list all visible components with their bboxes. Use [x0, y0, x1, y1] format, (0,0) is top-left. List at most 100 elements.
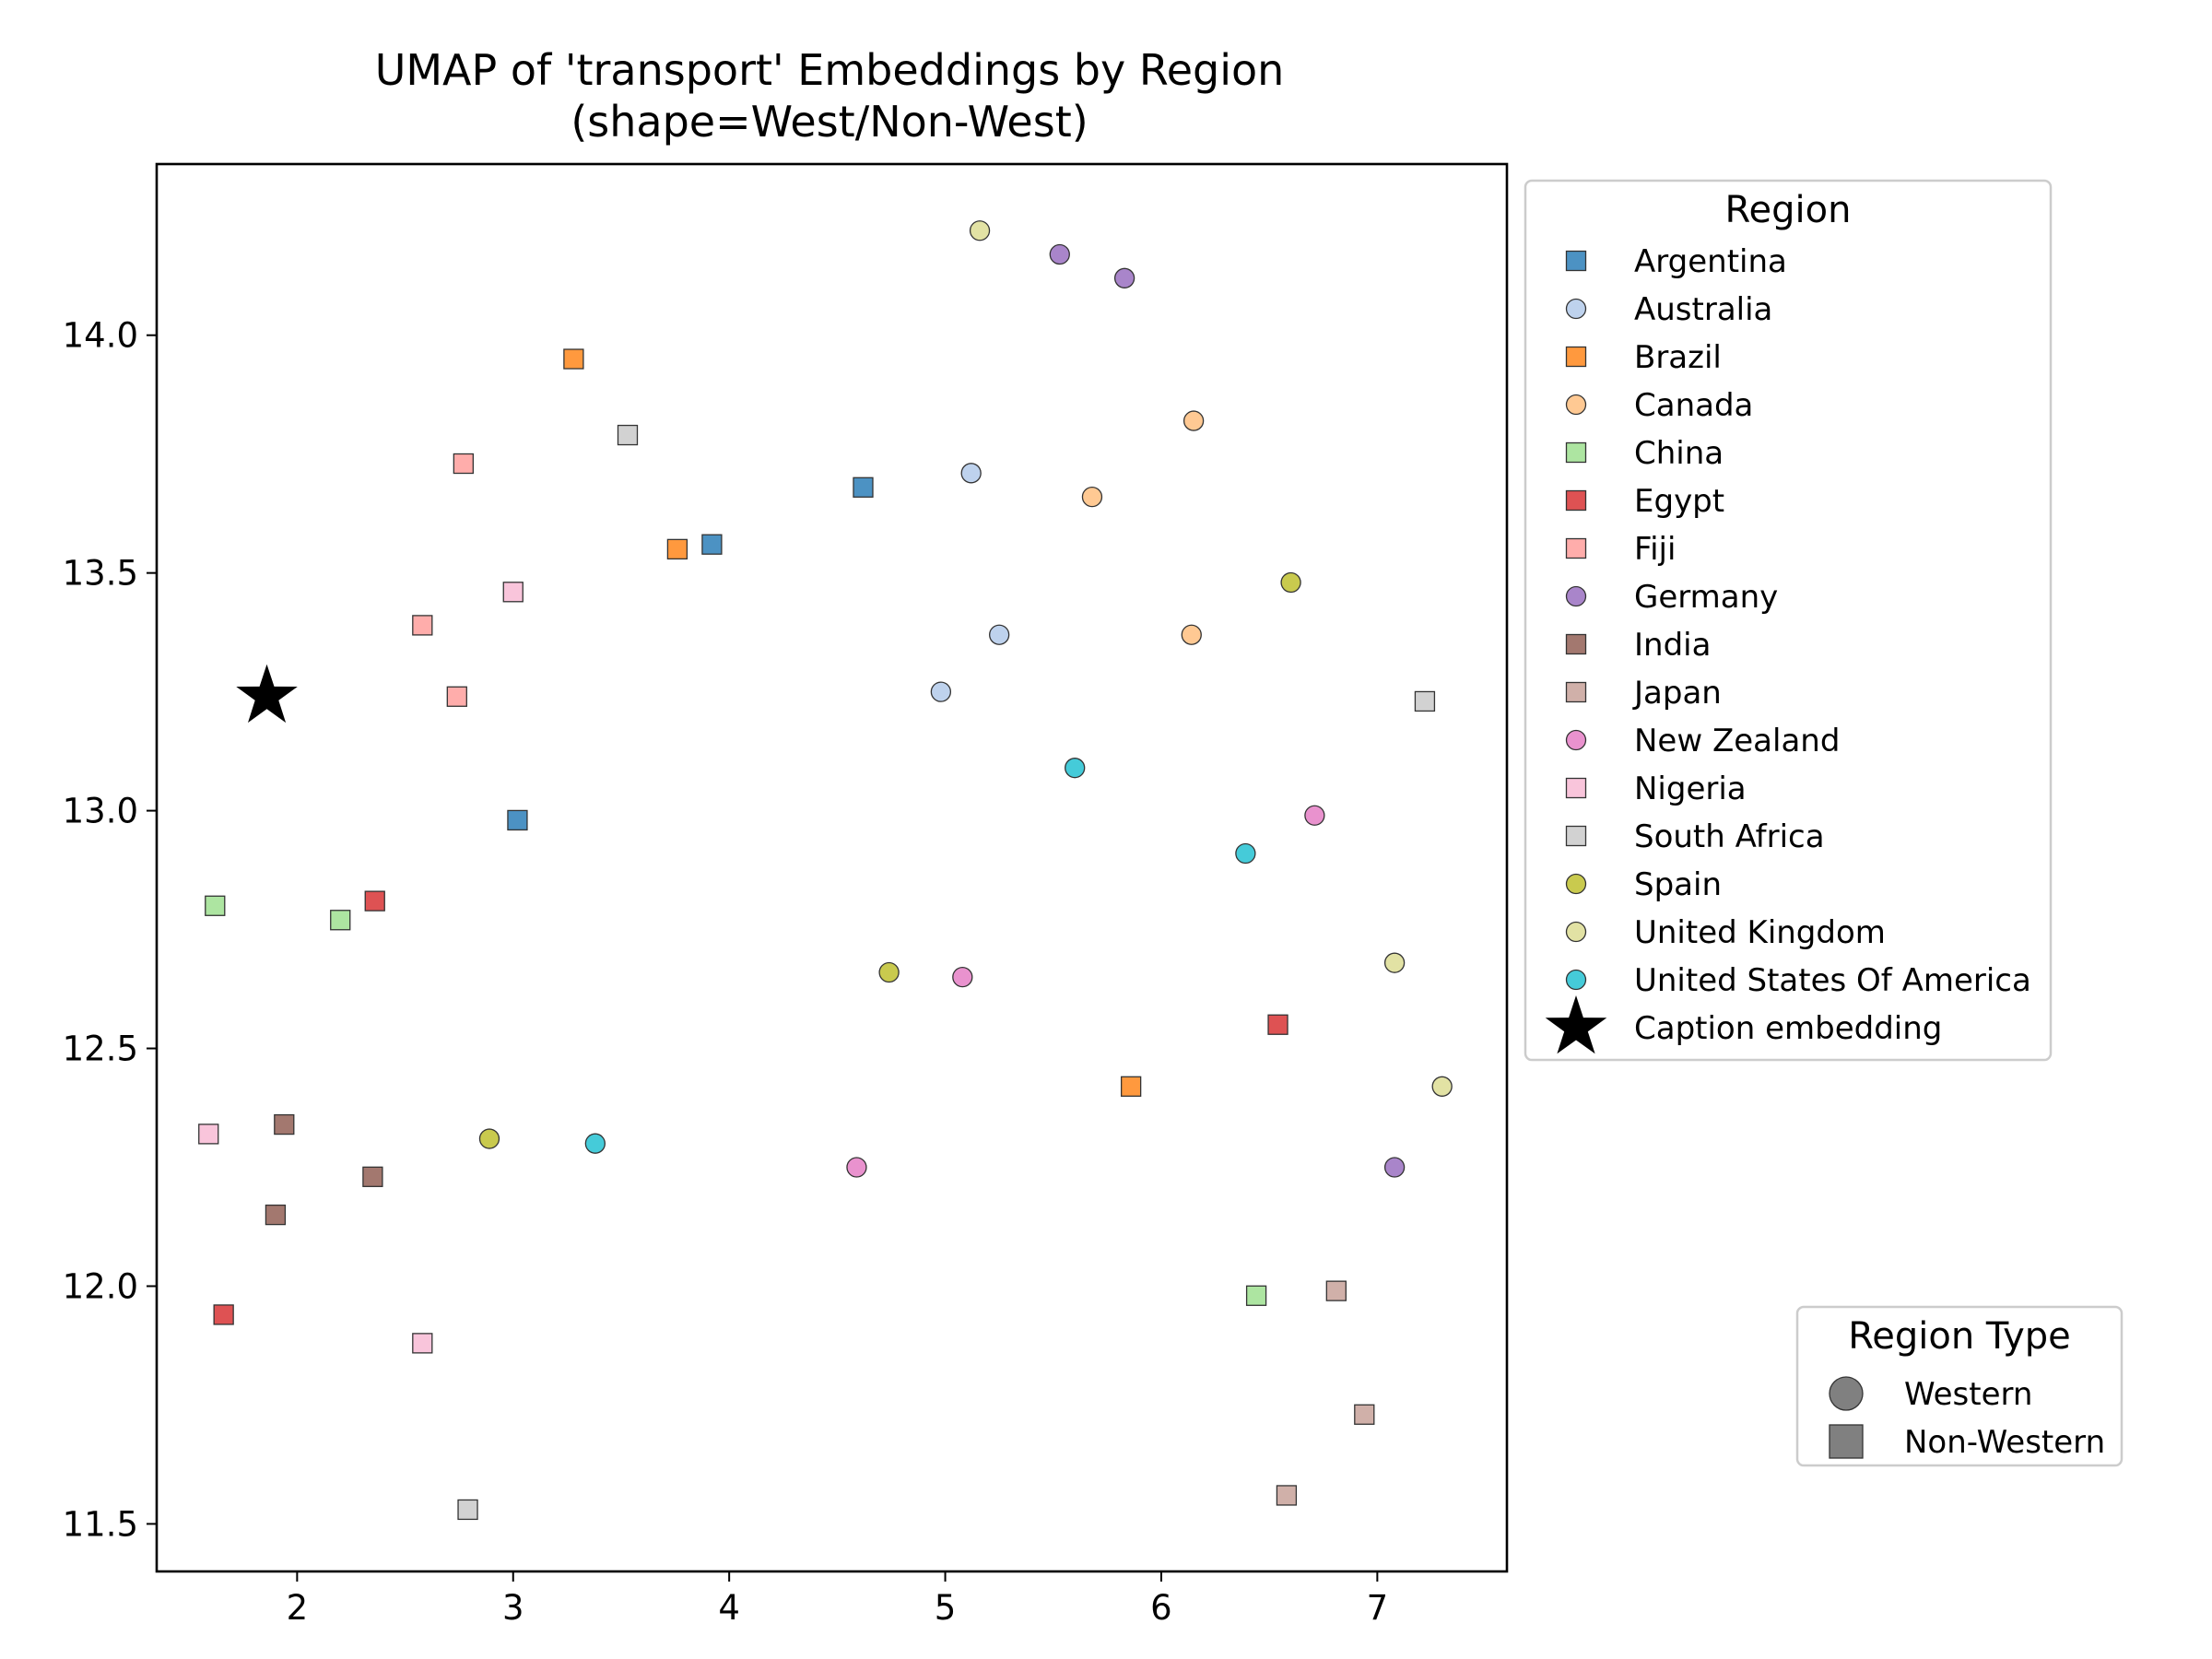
legend-marker-nigeria [1565, 777, 1587, 799]
point-new-zealand [1304, 805, 1325, 826]
legend-label-fiji: Fiji [1634, 531, 1676, 568]
legend-marker-united-kingdom [1565, 921, 1587, 943]
point-argentina [507, 809, 528, 831]
region-type-legend-frame [1795, 1305, 2124, 1467]
region-type-legend-items: Western Non-Western [1829, 1376, 2105, 1461]
point-fiji [412, 615, 433, 636]
legend-marker-argentina [1565, 250, 1587, 272]
point-nigeria [502, 582, 524, 603]
legend-marker-china [1565, 441, 1587, 464]
point-india [362, 1166, 383, 1187]
legend-label-new-zealand: New Zealand [1634, 723, 1840, 759]
region-type-legend-title: Region Type [1848, 1315, 2071, 1358]
point-china [205, 895, 226, 916]
point-fiji [446, 686, 467, 707]
point-new-zealand [846, 1157, 867, 1178]
point-germany [1383, 1157, 1406, 1178]
type-legend-label-western: Western [1904, 1376, 2032, 1413]
x-tick-label: 6 [1150, 1588, 1172, 1628]
point-united-states-of-america [1235, 842, 1256, 865]
legend-label-egypt: Egypt [1634, 483, 1724, 520]
legend-label-canada: Canada [1634, 387, 1753, 424]
legend-marker-india [1565, 633, 1587, 655]
region-legend-items: Argentina Australia Brazil Canada China Egypt… [1545, 243, 2031, 1054]
legend-marker-australia [1565, 298, 1587, 320]
legend-label-argentina: Argentina [1634, 243, 1787, 280]
point-china [1245, 1285, 1267, 1306]
point-south-africa [457, 1499, 478, 1521]
point-south-africa [617, 424, 639, 446]
legend-label-australia: Australia [1634, 291, 1772, 328]
point-egypt [213, 1304, 234, 1325]
point-india [274, 1113, 295, 1135]
point-argentina [701, 534, 723, 555]
point-united-states-of-america [1065, 758, 1086, 779]
legend-marker-spain [1565, 873, 1587, 895]
region-legend-frame [1524, 179, 2053, 1062]
chart-subtitle: (shape=West/Non-West) [571, 97, 1088, 147]
point-egypt [1267, 1014, 1288, 1035]
plot-frame [155, 162, 1509, 1573]
y-tick-label: 13.5 [63, 554, 138, 594]
axes: 2 3 4 5 6 7 11.5 12.0 12.5 13.0 13.5 14.0 [63, 316, 1389, 1628]
point-nigeria [412, 1333, 433, 1354]
point-australia [960, 463, 982, 484]
point-spain [1280, 571, 1301, 594]
data-points [198, 220, 1453, 1521]
legend-marker-canada [1565, 394, 1587, 416]
legend-marker-germany [1565, 585, 1587, 607]
legend-marker-japan [1565, 681, 1587, 703]
legend-label-india: India [1634, 627, 1711, 664]
region-legend: Region Argentina Australia Brazil Canada Chi… [1524, 179, 2053, 1062]
point-canada [1182, 410, 1205, 431]
point-brazil [563, 348, 584, 370]
point-germany [1113, 267, 1135, 288]
legend-label-japan: Japan [1632, 675, 1722, 712]
point-united-kingdom [1383, 952, 1406, 973]
legend-marker-egypt [1565, 489, 1587, 512]
point-japan [1354, 1404, 1375, 1425]
point-australia [989, 624, 1010, 645]
legend-label-nigeria: Nigeria [1634, 771, 1747, 807]
point-spain [478, 1128, 500, 1149]
legend-label-brazil: Brazil [1634, 339, 1722, 376]
point-caption-embedding [236, 664, 298, 724]
point-australia [930, 681, 952, 702]
point-canada [1081, 486, 1103, 508]
legend-marker-south-africa [1565, 825, 1587, 847]
legend-marker-caption-embedding [1545, 995, 1607, 1054]
x-tick-label: 5 [935, 1588, 957, 1628]
type-legend-marker-non-western [1829, 1424, 1864, 1459]
y-tick-label: 12.5 [63, 1030, 138, 1069]
y-tick-label: 14.0 [63, 316, 138, 356]
region-legend-title: Region [1725, 189, 1852, 231]
point-japan [1325, 1280, 1347, 1301]
point-united-kingdom [969, 220, 991, 241]
point-nigeria [198, 1124, 219, 1145]
chart-title: UMAP of 'transport' Embeddings by Region [375, 45, 1285, 95]
legend-label-china: China [1634, 435, 1724, 472]
legend-marker-united-states-of-america [1565, 969, 1587, 991]
point-new-zealand [952, 967, 973, 988]
point-canada [1181, 624, 1202, 645]
point-japan [1276, 1485, 1298, 1506]
y-tick-label: 11.5 [63, 1504, 138, 1544]
y-tick-label: 13.0 [63, 792, 138, 831]
point-united-kingdom [1431, 1076, 1453, 1097]
region-type-legend: Region Type Western Non-Western [1795, 1305, 2124, 1467]
type-legend-label-non-western: Non-Western [1904, 1424, 2105, 1461]
x-tick-label: 3 [502, 1588, 524, 1628]
legend-label-united-states-of-america: United States Of America [1634, 962, 2031, 999]
legend-label-caption-embedding: Caption embedding [1634, 1010, 1942, 1047]
legend-marker-brazil [1565, 346, 1587, 368]
point-germany [1049, 243, 1070, 265]
point-south-africa [1414, 690, 1436, 712]
x-tick-label: 4 [718, 1588, 740, 1628]
legend-label-united-kingdom: United Kingdom [1634, 914, 1886, 951]
point-egypt [364, 890, 385, 912]
point-brazil [1120, 1076, 1142, 1097]
point-china [330, 910, 351, 931]
x-tick-label: 7 [1367, 1588, 1389, 1628]
type-legend-marker-western [1829, 1376, 1864, 1411]
